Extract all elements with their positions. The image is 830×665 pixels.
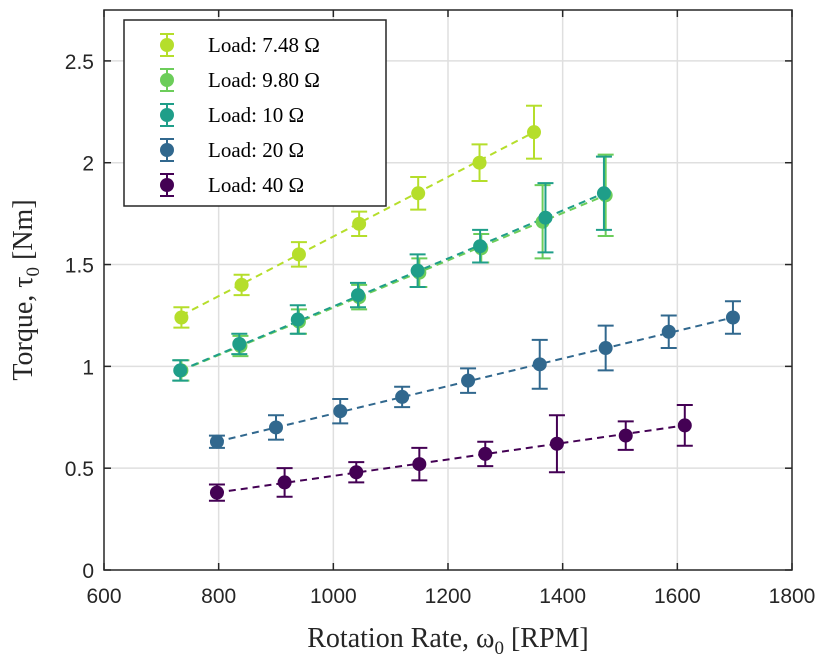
legend-label: Load: 20 Ω <box>208 138 304 162</box>
legend-marker <box>160 178 174 192</box>
legend-entry-load-9-80-ohm: Load: 9.80 Ω <box>160 68 320 92</box>
legend-entry-load-40-ohm: Load: 40 Ω <box>160 173 304 197</box>
y-tick-label: 0.5 <box>65 458 94 481</box>
legend-marker <box>160 143 174 157</box>
data-point <box>234 277 249 292</box>
data-point <box>412 457 427 472</box>
x-tick-label: 1200 <box>425 585 472 608</box>
x-tick-label: 1000 <box>310 585 357 608</box>
data-point <box>532 357 547 372</box>
data-point <box>410 263 425 278</box>
axes <box>103 9 793 571</box>
data-point <box>349 465 364 480</box>
fit-line-load-10-ohm <box>179 192 605 372</box>
data-point <box>677 418 692 433</box>
series-load-7-48-ohm <box>173 104 542 329</box>
x-tick-label: 1600 <box>654 585 701 608</box>
y-tick-label: 0 <box>82 560 94 583</box>
data-point <box>538 210 553 225</box>
series-load-20-ohm <box>208 300 741 449</box>
x-tick-label: 1400 <box>539 585 586 608</box>
legend-label: Load: 7.48 Ω <box>208 33 320 57</box>
series-load-10-ohm <box>172 155 612 382</box>
legend: Load: 7.48 Ω Load: 9.80 Ω Load: 10 Ω Load: … <box>123 19 387 207</box>
data-point <box>596 186 611 201</box>
series-load-40-ohm <box>208 404 693 502</box>
legend-entry-load-10-ohm: Load: 10 Ω <box>160 103 304 127</box>
data-point <box>352 216 367 231</box>
data-points <box>172 104 741 502</box>
data-point <box>333 404 348 419</box>
data-point <box>472 155 487 170</box>
x-axis-title-space <box>504 623 511 654</box>
x-axis-title-unit: [RPM] <box>511 623 589 654</box>
y-axis-title: Torque, τ0 [Nm] <box>8 199 44 380</box>
data-point <box>232 336 247 351</box>
data-point <box>527 125 541 140</box>
data-point <box>350 288 365 303</box>
legend-marker <box>160 108 174 122</box>
data-point <box>277 475 292 490</box>
y-axis-title-unit: [Nm] <box>8 199 39 260</box>
data-point <box>618 428 633 443</box>
x-tick-label: 1800 <box>769 585 816 608</box>
data-point <box>269 420 283 435</box>
data-point <box>661 324 676 339</box>
legend-marker <box>160 73 174 87</box>
y-tick-label: 1 <box>82 356 94 379</box>
data-point <box>209 434 224 449</box>
x-axis-title-subscript: 0 <box>494 638 504 659</box>
data-point <box>395 389 410 404</box>
y-tick-label: 1.5 <box>65 255 94 278</box>
data-point <box>549 436 564 451</box>
y-axis-title-space <box>8 260 39 267</box>
x-axis-title-main: Rotation Rate, ω <box>307 623 494 654</box>
data-point <box>598 341 613 356</box>
y-tick-label: 2 <box>82 153 94 176</box>
data-point <box>461 373 476 388</box>
x-tick-label: 800 <box>201 585 236 608</box>
data-point <box>173 363 188 378</box>
x-tick-labels: 600 800 1000 1200 1400 1600 1800 <box>86 585 815 608</box>
y-tick-label: 2.5 <box>65 51 94 74</box>
x-axis-title: Rotation Rate, ω0 [RPM] <box>307 623 588 659</box>
y-axis-title-main: Torque, τ <box>8 277 39 381</box>
data-point <box>290 312 305 327</box>
data-point <box>725 310 740 325</box>
data-point <box>411 186 426 201</box>
data-point <box>473 239 488 254</box>
y-axis-title-subscript: 0 <box>23 267 44 277</box>
data-point <box>174 310 189 325</box>
fit-line-load-40-ohm <box>216 424 685 494</box>
legend-label: Load: 9.80 Ω <box>208 68 320 92</box>
data-point <box>291 247 306 262</box>
legend-marker <box>160 38 174 52</box>
data-point <box>478 446 493 461</box>
legend-label: Load: 10 Ω <box>208 103 304 127</box>
legend-entry-load-7-48-ohm: Load: 7.48 Ω <box>160 33 320 57</box>
y-tick-labels: 0 0.5 1 1.5 2 2.5 <box>65 51 94 583</box>
x-tick-label: 600 <box>86 585 121 608</box>
data-point <box>209 485 224 500</box>
legend-label: Load: 40 Ω <box>208 173 304 197</box>
legend-entry-load-20-ohm: Load: 20 Ω <box>160 138 304 162</box>
